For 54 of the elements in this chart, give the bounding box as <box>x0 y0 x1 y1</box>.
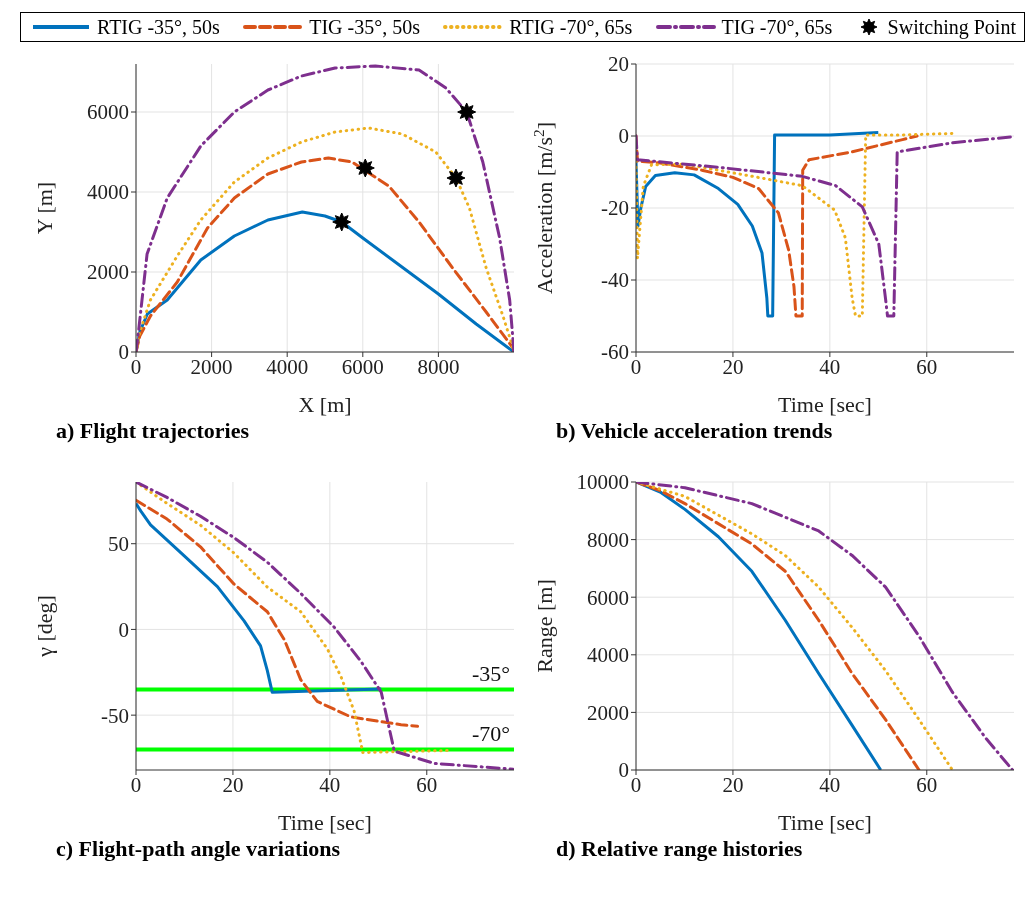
x-axis-title: Time [sec] <box>778 392 872 417</box>
y-tick-label: 0 <box>618 124 629 149</box>
x-tick-label: 60 <box>916 354 938 379</box>
text: d) Relative range histories <box>556 836 804 862</box>
x-tick-label: 8000 <box>417 354 460 379</box>
legend-label: TIG -70°, 65s <box>721 15 833 39</box>
x-axis-title: Time [sec] <box>278 810 372 835</box>
legend-label: TIG -35°, 50s <box>309 15 420 39</box>
x-tick-label: 40 <box>319 772 341 797</box>
x-tick-label: 20 <box>722 772 744 797</box>
y-axis-title: γ [deg] <box>32 595 57 658</box>
point <box>457 102 477 122</box>
y-tick-label: 20 <box>608 52 629 77</box>
legend-label: RTIG -35°, 50s <box>97 15 220 39</box>
y-tick-label: 2000 <box>587 700 629 725</box>
y-axis-title: Range [m] <box>532 579 557 673</box>
y-tick-label: 6000 <box>587 585 629 610</box>
point <box>446 168 466 188</box>
y-tick-label: -40 <box>601 268 629 293</box>
text: c) Flight-path angle variations <box>56 836 342 862</box>
point <box>332 212 352 232</box>
line-series <box>136 498 420 728</box>
x-tick-label: 20 <box>722 354 744 379</box>
y-tick-label: 6000 <box>87 100 129 125</box>
x-tick-label: 40 <box>819 354 841 379</box>
x-tick-label: 4000 <box>266 354 309 379</box>
legend-label: RTIG -70°, 65s <box>509 15 633 39</box>
y-tick-label: -20 <box>601 196 629 221</box>
y-tick-label: 0 <box>118 617 129 642</box>
y-tick-label: 50 <box>108 532 129 557</box>
y-tick-label: 8000 <box>587 528 629 553</box>
line-series <box>636 130 880 318</box>
x-tick-label: 40 <box>819 772 841 797</box>
x-tick-label: 20 <box>222 772 244 797</box>
x-tick-label: 60 <box>916 772 938 797</box>
y-tick-label: 10000 <box>576 470 629 495</box>
point <box>355 158 375 178</box>
x-tick-label: 6000 <box>341 354 384 379</box>
x-axis-title: Time [sec] <box>778 810 872 835</box>
y-tick-label: -60 <box>601 340 629 365</box>
x-tick-label: 60 <box>416 772 438 797</box>
y-tick-label: 4000 <box>587 643 629 668</box>
y-tick-label: 2000 <box>87 260 129 285</box>
ref-line-label: -70° <box>471 721 510 747</box>
ref-line-label: -35° <box>471 661 510 687</box>
x-axis-title: X [m] <box>298 392 352 417</box>
y-tick-label: 4000 <box>87 180 129 205</box>
text: b) Vehicle acceleration trends <box>556 418 834 444</box>
y-axis-title: Y [m] <box>32 181 57 235</box>
text: a) Flight trajectories <box>56 418 251 444</box>
line-series <box>636 134 1014 318</box>
x-tick-label: 2000 <box>190 354 233 379</box>
legend-label: Switching Point <box>887 15 1016 39</box>
y-tick-label: -50 <box>101 703 129 728</box>
